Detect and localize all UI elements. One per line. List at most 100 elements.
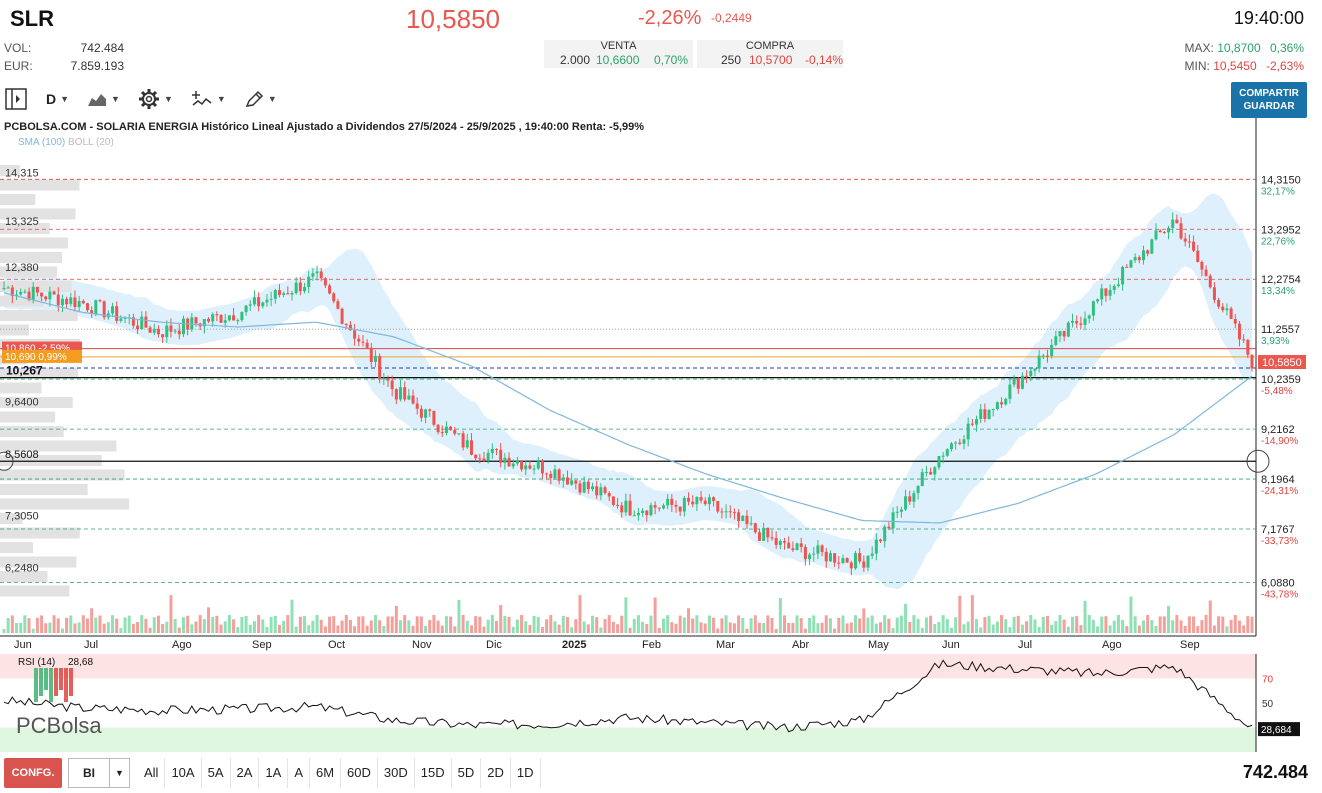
range-button-60d[interactable]: 60D xyxy=(341,758,378,788)
period-button[interactable]: D ▼ xyxy=(46,91,69,107)
volume-profile-bar xyxy=(0,223,50,234)
range-button-15d[interactable]: 15D xyxy=(415,758,452,788)
volume-bar xyxy=(340,620,344,633)
candle xyxy=(565,477,569,485)
volume-bar xyxy=(303,616,307,633)
range-button-a[interactable]: A xyxy=(288,758,310,788)
range-button-2d[interactable]: 2D xyxy=(481,758,511,788)
range-button-30d[interactable]: 30D xyxy=(378,758,415,788)
rsi-last-tag xyxy=(1258,722,1300,737)
candle xyxy=(799,543,803,547)
volume-bar xyxy=(899,615,903,633)
volume-bar xyxy=(102,623,106,633)
candle xyxy=(1058,331,1062,337)
range-button-5d[interactable]: 5D xyxy=(452,758,482,788)
volume-bar xyxy=(1171,620,1175,633)
candle xyxy=(933,467,937,475)
chart-type-button[interactable]: ▼ xyxy=(87,91,120,107)
volume-bar xyxy=(620,615,624,633)
volume-bar xyxy=(1087,615,1091,633)
candle xyxy=(344,323,348,325)
volume-bar xyxy=(1125,626,1129,633)
candle xyxy=(616,504,620,506)
candle xyxy=(85,303,89,311)
x-tick-label: Ago xyxy=(1102,639,1122,651)
range-button-5a[interactable]: 5A xyxy=(202,758,231,788)
sma-legend[interactable]: SMA (100) xyxy=(18,137,66,148)
indicators-button[interactable]: ▼ xyxy=(191,90,226,108)
volume-bar xyxy=(1000,615,1004,633)
drag-handle-icon[interactable] xyxy=(1246,449,1270,473)
rsi-last-tag-text: 28,684 xyxy=(1261,725,1292,736)
range-button-6m[interactable]: 6M xyxy=(310,758,342,788)
boll-legend[interactable]: BOLL (20) xyxy=(68,137,114,148)
drag-handle-icon[interactable] xyxy=(0,451,14,471)
volume-bar xyxy=(536,616,540,633)
volume-bar xyxy=(286,615,290,633)
volume-bar xyxy=(670,622,674,633)
volume-bar xyxy=(85,618,89,633)
candle xyxy=(795,543,799,551)
volume-bar xyxy=(528,624,532,633)
range-button-all[interactable]: All xyxy=(138,758,166,788)
volume-bar xyxy=(248,624,252,633)
volume-bar xyxy=(123,617,127,633)
volume-bar xyxy=(1150,620,1154,633)
volume-bar xyxy=(261,619,265,633)
candle xyxy=(570,480,574,485)
volume-bar xyxy=(152,617,156,633)
share-save-button[interactable]: COMPARTIR GUARDAR xyxy=(1231,82,1307,118)
x-tick-label: Oct xyxy=(328,639,345,651)
candle xyxy=(954,442,958,444)
candle xyxy=(140,316,144,330)
mode-select[interactable]: BI ▼ xyxy=(68,758,130,788)
volume-bar xyxy=(136,621,140,633)
range-button-1a[interactable]: 1A xyxy=(259,758,289,788)
volume-profile-bar xyxy=(0,237,68,249)
volume-bar xyxy=(649,615,653,633)
last-price-tag-text: 10,5850 xyxy=(1262,357,1302,369)
buy-label: COMPRA xyxy=(745,40,795,52)
volume-bar xyxy=(1075,616,1079,633)
volume-profile-bar xyxy=(0,426,64,437)
volume-bar xyxy=(257,615,261,633)
volume-bar xyxy=(373,615,377,633)
candle xyxy=(1237,323,1241,340)
range-button-10a[interactable]: 10A xyxy=(165,758,202,788)
volume-bar xyxy=(449,616,453,633)
left-level-label: 8,5608 xyxy=(5,449,39,461)
save-label: GUARDAR xyxy=(1243,101,1295,112)
candle xyxy=(816,545,820,554)
candle xyxy=(515,461,519,464)
candle xyxy=(440,432,444,434)
rsi-value: 28,68 xyxy=(68,657,93,668)
settings-button[interactable]: ▼ xyxy=(138,88,173,110)
volume-bar xyxy=(27,618,31,633)
candle xyxy=(1075,320,1079,324)
volume-bar xyxy=(1179,620,1183,633)
volume-bar xyxy=(803,628,807,633)
candle xyxy=(1229,308,1233,319)
volume-bar xyxy=(290,599,294,633)
chevron-down-icon: ▼ xyxy=(267,94,277,104)
range-button-2a[interactable]: 2A xyxy=(231,758,260,788)
candle xyxy=(649,505,653,516)
sidebar-toggle-button[interactable] xyxy=(4,87,28,111)
volume-bar xyxy=(315,615,319,633)
range-button-1d[interactable]: 1D xyxy=(511,758,541,788)
candle xyxy=(102,301,106,318)
candle xyxy=(1137,257,1141,261)
volume-bar xyxy=(904,603,908,633)
candle xyxy=(219,315,223,323)
candle xyxy=(745,515,749,525)
config-button[interactable]: CONFG. xyxy=(4,758,62,788)
volume-bar xyxy=(799,618,803,633)
volume-bar xyxy=(382,625,386,633)
drawing-tools-button[interactable]: ▼ xyxy=(244,90,277,108)
volume-bar xyxy=(390,616,394,633)
volume-bar xyxy=(674,623,678,633)
candle xyxy=(1192,241,1196,251)
volume-bar xyxy=(407,620,411,633)
candle xyxy=(357,338,361,342)
